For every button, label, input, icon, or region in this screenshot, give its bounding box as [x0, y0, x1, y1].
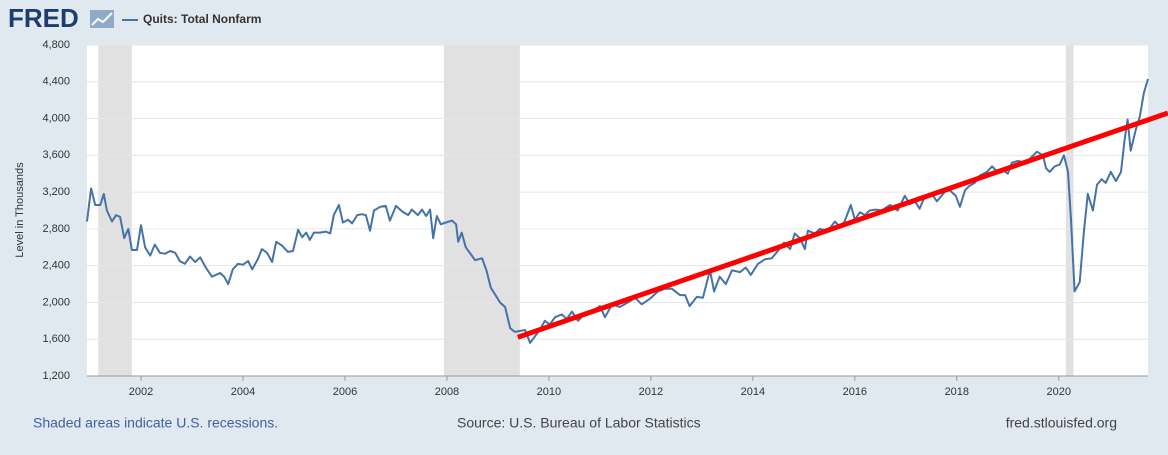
x-tick-label: 2018 [945, 386, 969, 398]
logo-icon [90, 10, 114, 28]
legend-label: Quits: Total Nonfarm [143, 12, 261, 26]
logo: FRED [8, 3, 79, 33]
x-tick-label: 2004 [231, 386, 255, 398]
y-tick-label: 4,400 [42, 76, 70, 88]
x-tick-label: 2020 [1047, 386, 1071, 398]
y-tick-label: 3,200 [42, 186, 70, 198]
recession-band [443, 45, 520, 376]
x-tick-label: 2008 [435, 386, 459, 398]
x-tick-label: 2014 [741, 386, 765, 398]
y-tick-label: 4,000 [42, 112, 70, 124]
plot-area [87, 45, 1148, 376]
plot [87, 44, 1148, 381]
site-link[interactable]: fred.stlouisfed.org [1006, 415, 1117, 431]
x-tick-label: 2006 [333, 386, 357, 398]
y-axis-label: Level in Thousands [14, 162, 26, 258]
trend-line [516, 110, 1168, 340]
y-tick-label: 1,200 [42, 370, 70, 382]
y-tick-label: 2,800 [42, 223, 70, 235]
y-tick-label: 1,600 [42, 333, 70, 345]
source: Source: U.S. Bureau of Labor Statistics [457, 415, 701, 431]
y-tick-label: 3,600 [42, 149, 70, 161]
x-tick-label: 2002 [129, 386, 153, 398]
x-tick-label: 2016 [843, 386, 867, 398]
x-tick-label: 2012 [639, 386, 663, 398]
recession-note[interactable]: Shaded areas indicate U.S. recessions. [33, 415, 278, 431]
y-tick-label: 2,000 [42, 296, 70, 308]
y-tick-label: 4,800 [42, 39, 70, 51]
y-tick-label: 2,400 [42, 260, 70, 272]
x-tick-label: 2010 [537, 386, 561, 398]
recession-band [98, 45, 132, 376]
